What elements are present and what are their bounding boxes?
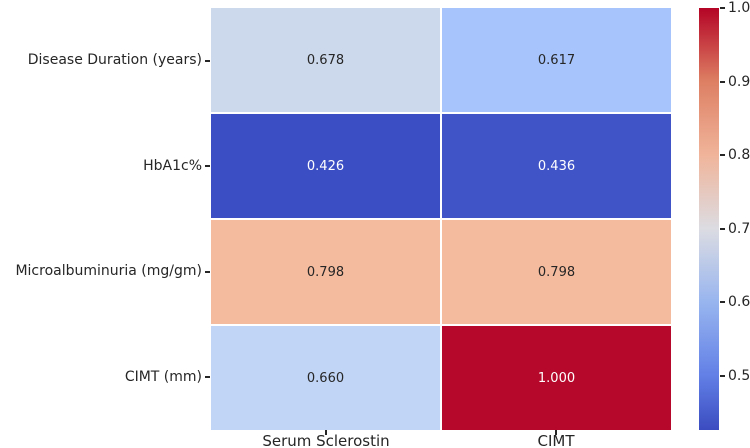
colorbar-tick-label: 1.0 bbox=[728, 0, 750, 16]
y-tick-mark bbox=[205, 165, 210, 168]
colorbar-tick-label: 0.7 bbox=[728, 220, 750, 237]
row-label: CIMT (mm) bbox=[124, 368, 202, 385]
colorbar-tick-mark bbox=[720, 374, 725, 377]
row-label: Microalbuminuria (mg/gm) bbox=[15, 263, 202, 280]
heatmap-cell: 0.660 bbox=[211, 326, 440, 430]
colorbar-tick-mark bbox=[720, 80, 725, 83]
colorbar-tick-label: 0.8 bbox=[728, 147, 750, 164]
colorbar-tick-label: 0.5 bbox=[728, 367, 750, 384]
y-tick-mark bbox=[205, 270, 210, 273]
heatmap-cell: 0.617 bbox=[442, 8, 671, 112]
y-tick-mark bbox=[205, 376, 210, 379]
heatmap-cell: 0.436 bbox=[442, 114, 671, 218]
y-tick-mark bbox=[205, 59, 210, 62]
column-label: CIMT bbox=[537, 432, 575, 448]
colorbar bbox=[699, 8, 719, 430]
heatmap-cell: 0.426 bbox=[211, 114, 440, 218]
colorbar-tick-mark bbox=[720, 7, 725, 9]
heatmap-cell: 0.798 bbox=[211, 220, 440, 324]
colorbar-tick-mark bbox=[720, 301, 725, 304]
heatmap-grid: 0.678 0.617 0.426 0.436 0.798 0.798 0.660 1.000 bbox=[211, 8, 671, 430]
colorbar-tick-label: 0.6 bbox=[728, 294, 750, 311]
heatmap-cell: 1.000 bbox=[442, 326, 671, 430]
column-label: Serum Sclerostin bbox=[262, 432, 390, 448]
x-tick-mark bbox=[325, 430, 327, 435]
colorbar-tick-mark bbox=[720, 227, 725, 230]
heatmap-cell: 0.678 bbox=[211, 8, 440, 112]
x-tick-mark bbox=[555, 430, 557, 435]
row-label: Disease Duration (years) bbox=[27, 52, 202, 69]
colorbar-tick-mark bbox=[720, 154, 725, 157]
colorbar-tick-label: 0.9 bbox=[728, 73, 750, 90]
row-label: HbA1c% bbox=[143, 157, 202, 174]
heatmap-cell: 0.798 bbox=[442, 220, 671, 324]
